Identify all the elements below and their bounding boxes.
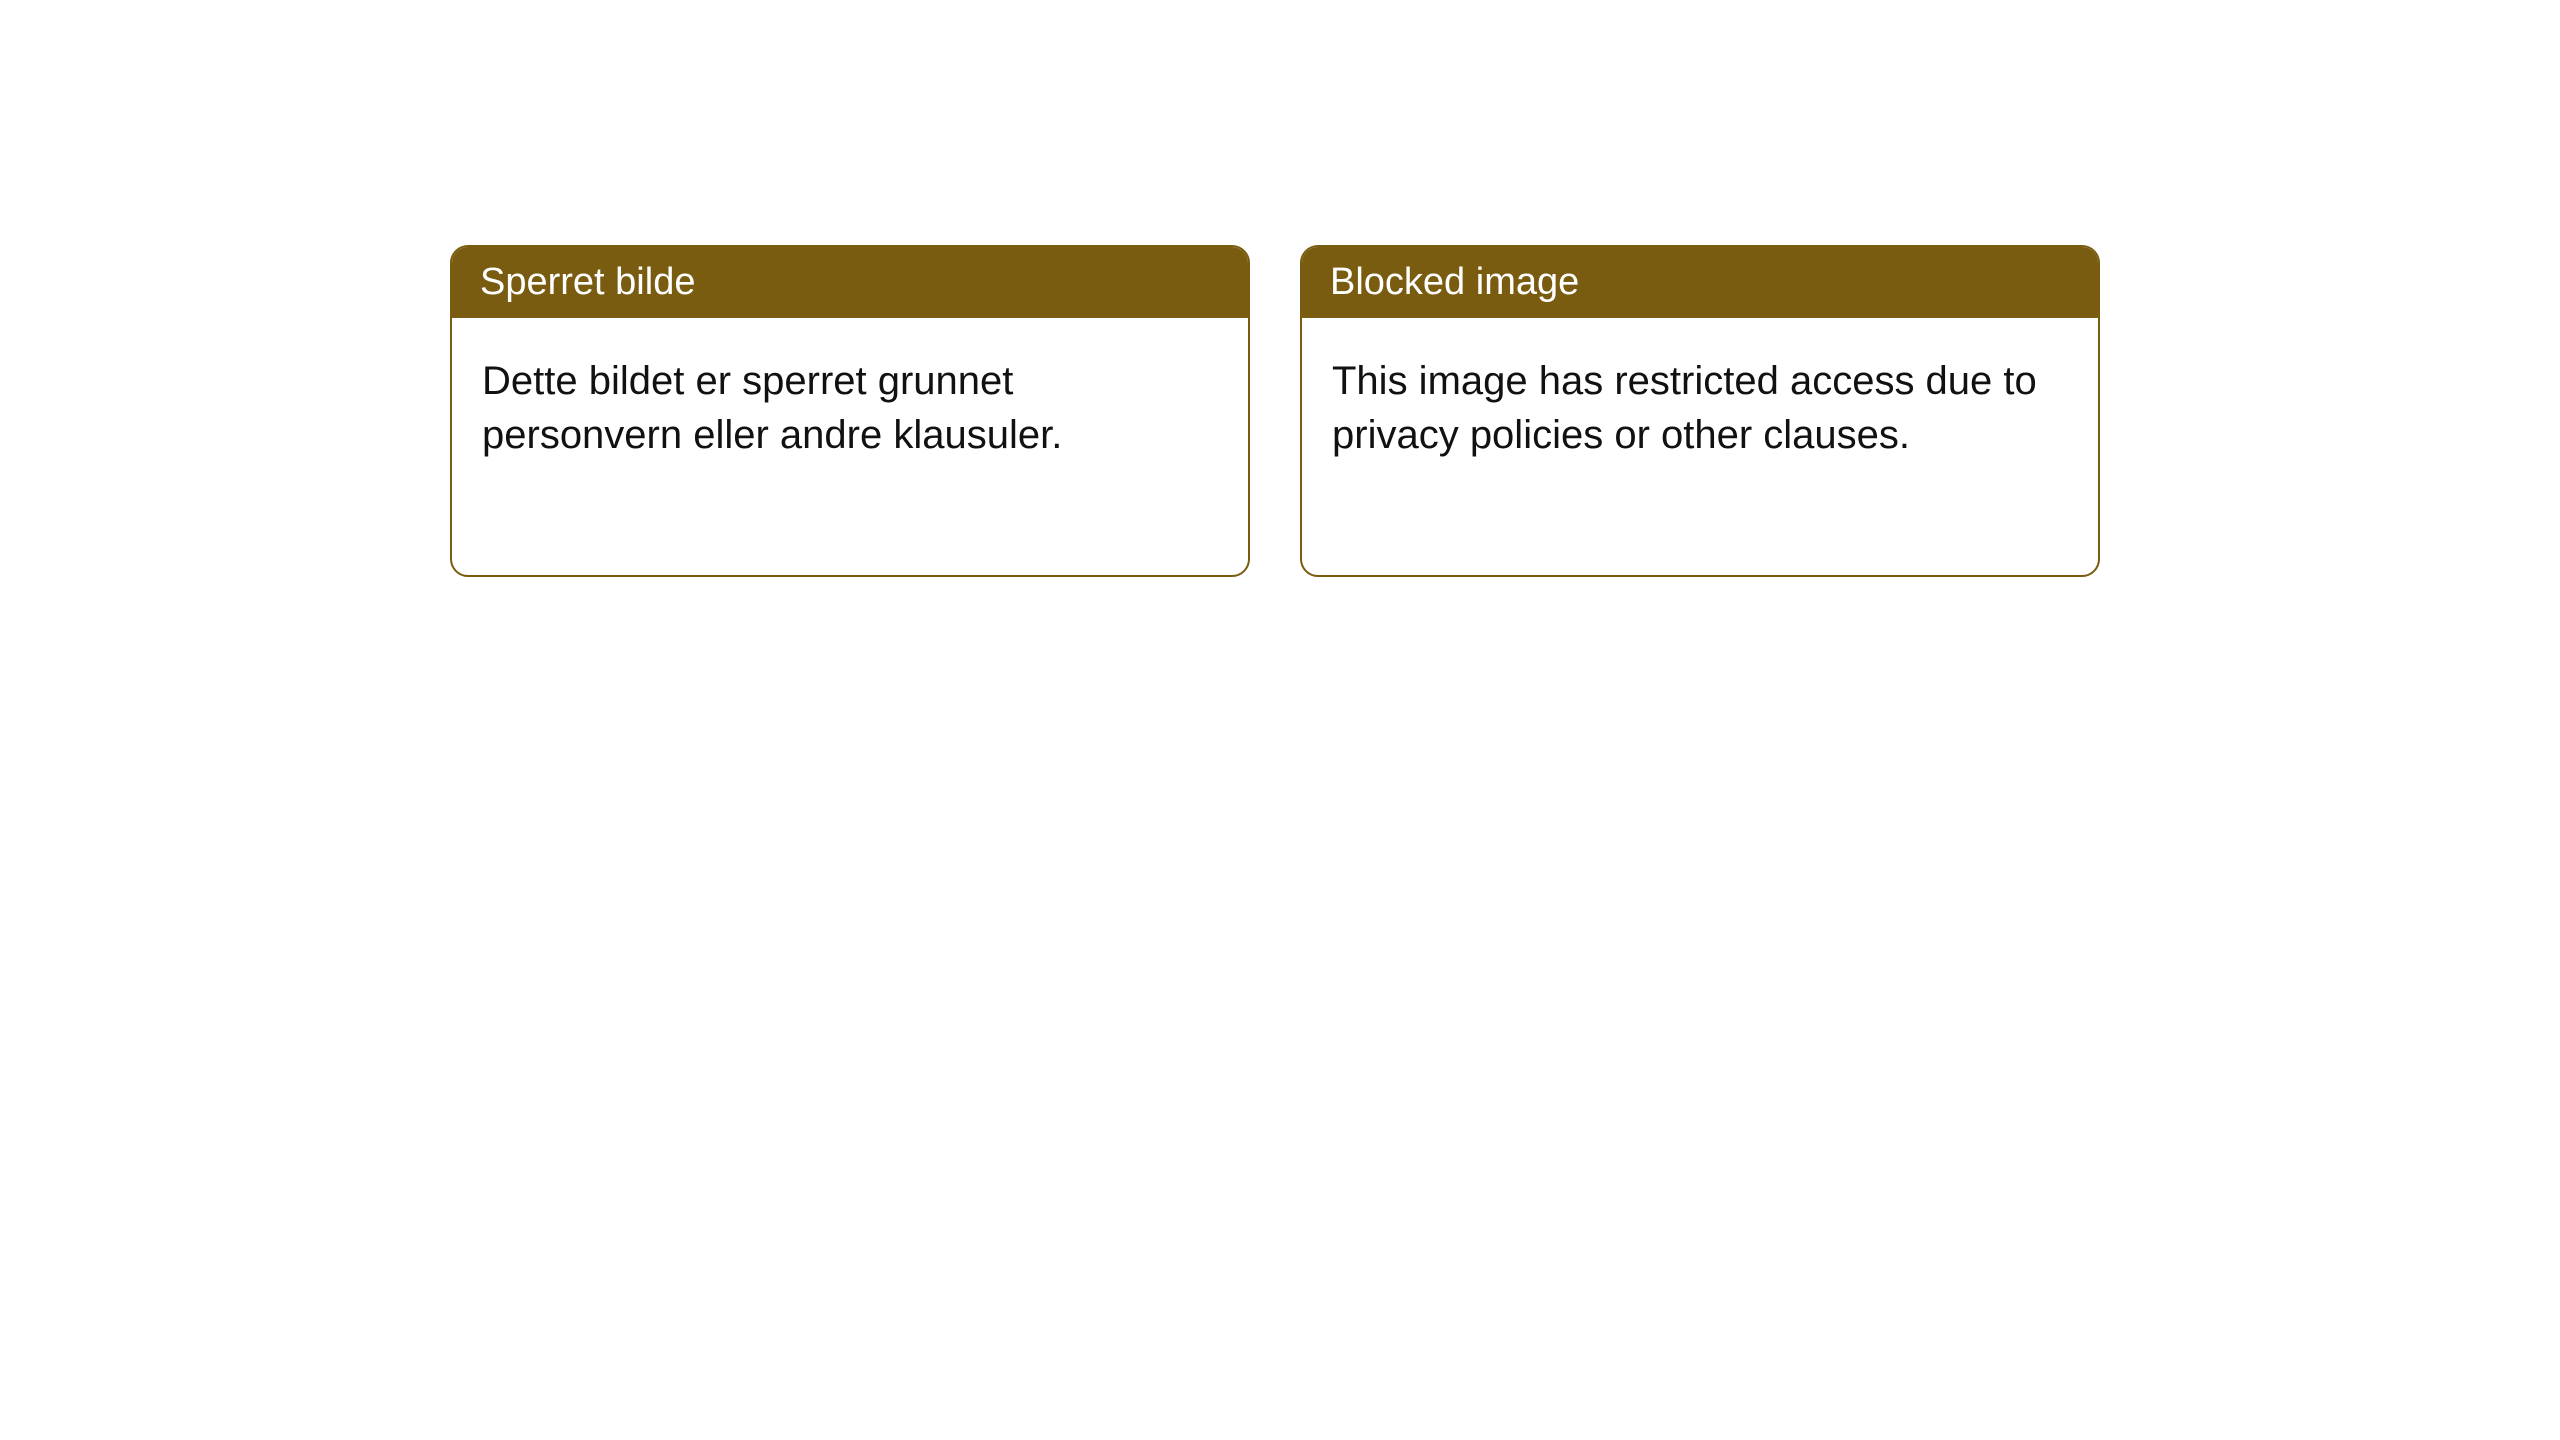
card-header-english: Blocked image: [1302, 247, 2098, 318]
card-header-norwegian: Sperret bilde: [452, 247, 1248, 318]
notice-card-english: Blocked image This image has restricted …: [1300, 245, 2100, 577]
card-body-english: This image has restricted access due to …: [1302, 318, 2098, 498]
notice-container: Sperret bilde Dette bildet er sperret gr…: [0, 0, 2560, 577]
card-text-english: This image has restricted access due to …: [1332, 359, 2037, 457]
notice-card-norwegian: Sperret bilde Dette bildet er sperret gr…: [450, 245, 1250, 577]
card-text-norwegian: Dette bildet er sperret grunnet personve…: [482, 359, 1062, 457]
card-body-norwegian: Dette bildet er sperret grunnet personve…: [452, 318, 1248, 498]
card-title-english: Blocked image: [1330, 261, 1579, 303]
card-title-norwegian: Sperret bilde: [480, 261, 695, 303]
